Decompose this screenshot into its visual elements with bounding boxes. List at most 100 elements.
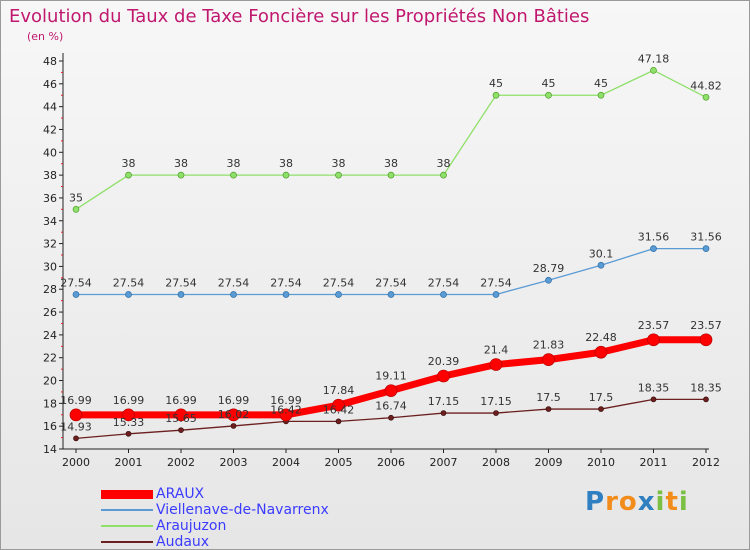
series-1-point-8 xyxy=(492,291,500,298)
series-0-point-4 xyxy=(279,408,293,422)
y-tick-label-12: 38 xyxy=(43,169,57,182)
series-2-label-1: 38 xyxy=(122,157,136,170)
series-2-point-1 xyxy=(125,171,132,179)
series-1-label-5: 27.54 xyxy=(323,276,355,289)
series-1-point-3 xyxy=(230,291,237,298)
legend-label-3: Audaux xyxy=(156,534,210,550)
series-3-label-6: 16.74 xyxy=(375,400,407,413)
y-tick-label-3: 20 xyxy=(43,375,57,388)
series-3-point-12 xyxy=(703,396,709,403)
x-tick-label-12: 2012 xyxy=(692,456,720,469)
series-1-point-7 xyxy=(440,291,447,298)
y-tick-label-16: 46 xyxy=(43,78,57,91)
y-tick-label-14: 42 xyxy=(43,123,57,136)
series-1-label-1: 27.54 xyxy=(113,276,145,289)
series-2-point-12 xyxy=(702,93,710,101)
legend-label-2: Araujuzon xyxy=(156,518,227,534)
series-1-point-0 xyxy=(72,291,80,298)
series-2-label-8: 45 xyxy=(489,77,503,90)
series-3-label-4: 16.42 xyxy=(270,403,302,416)
series-0-label-10: 22.48 xyxy=(585,331,617,344)
x-tick-label-0: 2000 xyxy=(62,456,90,469)
legend-swatch-2 xyxy=(101,525,153,527)
legend-item-1: Viellenave-de-Navarrenx xyxy=(101,502,431,518)
series-0-point-10 xyxy=(594,345,608,359)
legend-label-1: Viellenave-de-Navarrenx xyxy=(156,502,329,518)
brand-letter-2: o xyxy=(618,487,638,517)
series-2-point-4 xyxy=(282,171,290,179)
legend-swatch-1 xyxy=(101,509,153,511)
series-1-label-11: 31.56 xyxy=(638,231,670,244)
series-2-label-7: 38 xyxy=(437,157,451,170)
series-2-label-3: 38 xyxy=(227,157,241,170)
series-1-point-10 xyxy=(597,261,605,269)
series-line-2 xyxy=(75,69,707,210)
series-0-label-0: 16.99 xyxy=(60,394,92,407)
series-0-point-12 xyxy=(699,333,713,347)
y-tick-label-9: 32 xyxy=(43,238,57,251)
brand-letter-5: t xyxy=(665,487,679,517)
series-2-label-10: 45 xyxy=(594,77,608,90)
series-1-label-8: 27.54 xyxy=(480,276,512,289)
series-1-point-1 xyxy=(125,291,132,298)
series-2-point-10 xyxy=(597,91,605,99)
series-2-point-2 xyxy=(177,171,185,179)
x-tick-label-8: 2008 xyxy=(482,456,510,469)
y-tick-label-8: 30 xyxy=(43,260,57,273)
series-1-label-3: 27.54 xyxy=(218,276,250,289)
chart-title: Evolution du Taux de Taxe Foncière sur l… xyxy=(9,6,590,27)
legend-label-0: ARAUX xyxy=(156,486,205,502)
series-1-point-11 xyxy=(650,245,657,252)
series-3-label-9: 17.5 xyxy=(536,391,561,404)
legend-item-2: Araujuzon xyxy=(101,518,431,534)
x-tick-label-9: 2009 xyxy=(535,456,563,469)
series-1-point-6 xyxy=(387,291,395,298)
y-tick-label-13: 40 xyxy=(43,146,57,159)
series-0-label-6: 19.11 xyxy=(375,370,407,383)
series-2-label-11: 47.18 xyxy=(638,52,670,65)
series-3-label-3: 16.02 xyxy=(218,408,250,421)
series-0-point-7 xyxy=(437,369,450,383)
series-3-label-10: 17.5 xyxy=(589,391,614,404)
series-0-point-1 xyxy=(122,408,135,422)
series-3-label-1: 15.33 xyxy=(113,416,145,429)
brand-letter-4: i xyxy=(655,487,666,517)
series-3-point-7 xyxy=(440,410,447,416)
brand-logo: Proxiti xyxy=(585,487,689,517)
series-0-point-5 xyxy=(332,398,345,412)
series-1-label-4: 27.54 xyxy=(270,276,302,289)
series-2-label-12: 44.82 xyxy=(690,79,722,92)
series-0-point-6 xyxy=(384,384,398,398)
series-0-label-5: 17.84 xyxy=(323,384,355,397)
series-1-label-0: 27.54 xyxy=(60,276,92,289)
series-0-point-8 xyxy=(489,358,503,371)
series-2-point-9 xyxy=(545,91,552,99)
series-3-point-8 xyxy=(493,410,499,416)
series-3-point-3 xyxy=(230,423,237,429)
series-2-label-5: 38 xyxy=(332,157,346,170)
chart-unit-label: (en %) xyxy=(27,30,64,43)
series-3-label-7: 17.15 xyxy=(428,395,460,408)
series-0-label-7: 20.39 xyxy=(428,355,460,368)
y-tick-label-6: 26 xyxy=(43,306,57,319)
series-2-point-6 xyxy=(387,171,395,179)
series-1-point-9 xyxy=(545,276,552,284)
y-tick-label-2: 18 xyxy=(43,397,57,410)
series-3-point-6 xyxy=(388,414,394,421)
series-3-label-8: 17.15 xyxy=(480,395,512,408)
series-3-point-1 xyxy=(125,430,132,437)
series-0-label-12: 23.57 xyxy=(690,319,722,332)
series-1-label-12: 31.56 xyxy=(690,231,722,244)
legend: ARAUX Viellenave-de-Navarrenx Araujuzon … xyxy=(101,486,431,550)
y-tick-label-5: 24 xyxy=(43,329,57,342)
brand-letter-1: r xyxy=(605,487,619,517)
x-tick-label-3: 2003 xyxy=(220,456,248,469)
series-3-label-5: 16.42 xyxy=(323,403,355,416)
series-1-label-6: 27.54 xyxy=(375,276,407,289)
series-1-point-2 xyxy=(177,291,185,298)
x-tick-label-2: 2002 xyxy=(167,456,195,469)
y-tick-label-7: 28 xyxy=(43,283,57,296)
series-2-label-6: 38 xyxy=(384,157,398,170)
x-tick-label-6: 2006 xyxy=(377,456,405,469)
